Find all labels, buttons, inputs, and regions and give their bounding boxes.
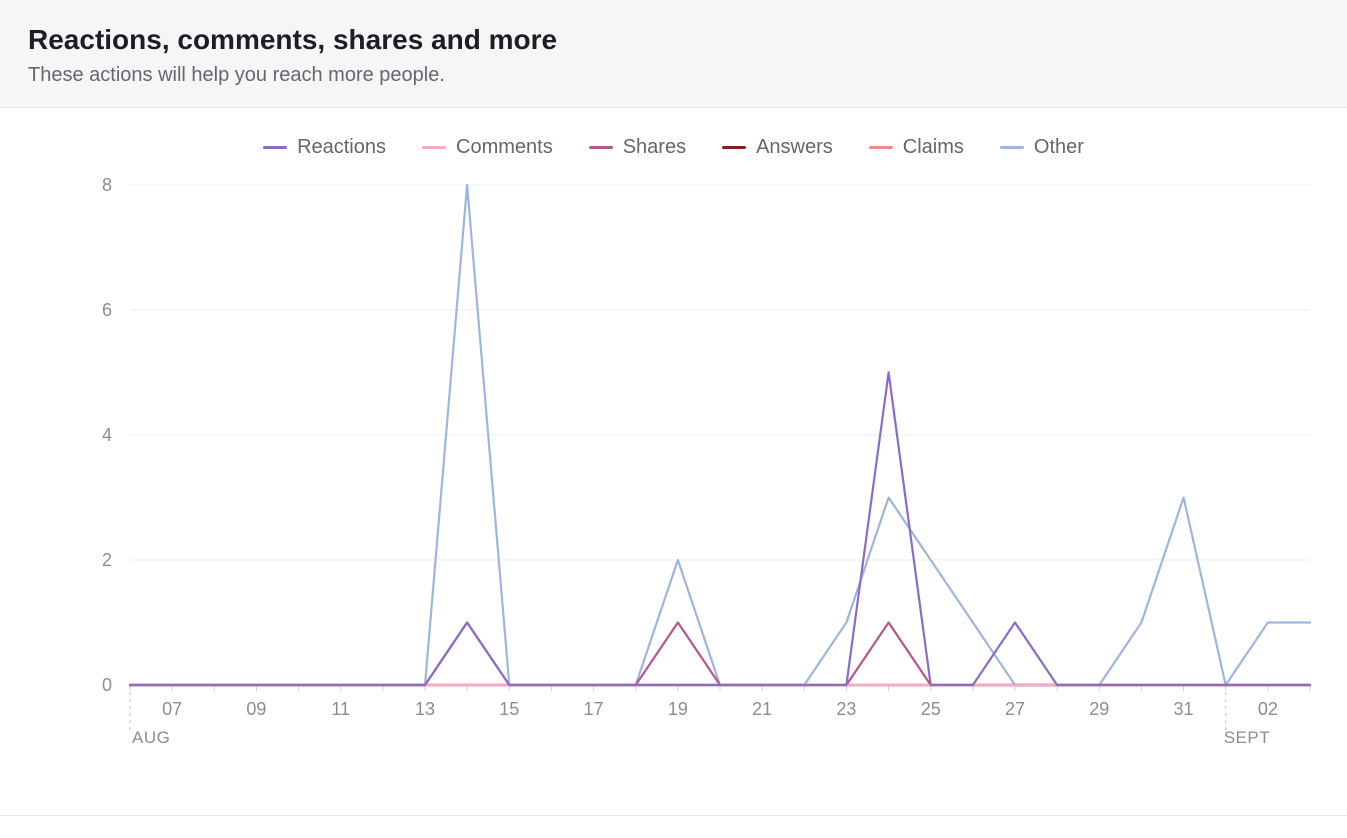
- x-tick-label: 09: [246, 699, 266, 719]
- y-tick-label: 2: [102, 550, 112, 570]
- chart-legend: Reactions Comments Shares Answers Claims Othe…: [0, 108, 1347, 175]
- legend-item-shares[interactable]: Shares: [589, 136, 686, 159]
- x-tick-label: 31: [1174, 699, 1194, 719]
- x-tick-label: 11: [331, 699, 350, 719]
- x-tick-label: 17: [584, 699, 604, 719]
- legend-label-reactions: Reactions: [297, 136, 386, 159]
- legend-swatch-other: [1000, 146, 1024, 149]
- series-reactions: [130, 373, 1310, 686]
- legend-swatch-claims: [869, 146, 893, 149]
- month-label: AUG: [132, 728, 170, 747]
- series-shares: [130, 623, 1310, 686]
- legend-item-claims[interactable]: Claims: [869, 136, 964, 159]
- x-tick-label: 02: [1258, 699, 1278, 719]
- x-tick-label: 21: [752, 699, 772, 719]
- legend-label-comments: Comments: [456, 136, 553, 159]
- legend-label-other: Other: [1034, 136, 1084, 159]
- x-tick-label: 19: [668, 699, 688, 719]
- x-tick-label: 25: [921, 699, 941, 719]
- footer-divider: [0, 815, 1347, 816]
- legend-item-comments[interactable]: Comments: [422, 136, 553, 159]
- legend-swatch-shares: [589, 146, 613, 149]
- y-tick-label: 0: [102, 675, 112, 695]
- line-chart-svg: 024680709111315171921232527293102AUGSEPT: [20, 175, 1327, 795]
- chart-area: 024680709111315171921232527293102AUGSEPT: [0, 175, 1347, 815]
- chart-title: Reactions, comments, shares and more: [28, 24, 1319, 56]
- legend-item-reactions[interactable]: Reactions: [263, 136, 386, 159]
- legend-swatch-reactions: [263, 146, 287, 149]
- legend-item-answers[interactable]: Answers: [722, 136, 833, 159]
- x-tick-label: 23: [836, 699, 856, 719]
- chart-header: Reactions, comments, shares and more The…: [0, 0, 1347, 108]
- legend-label-shares: Shares: [623, 136, 686, 159]
- x-tick-label: 13: [415, 699, 435, 719]
- y-tick-label: 4: [102, 425, 112, 445]
- y-tick-label: 8: [102, 175, 112, 195]
- legend-swatch-comments: [422, 146, 446, 149]
- legend-label-answers: Answers: [756, 136, 833, 159]
- legend-item-other[interactable]: Other: [1000, 136, 1084, 159]
- x-tick-label: 07: [162, 699, 182, 719]
- x-tick-label: 15: [499, 699, 519, 719]
- x-tick-label: 29: [1089, 699, 1109, 719]
- y-tick-label: 6: [102, 300, 112, 320]
- x-tick-label: 27: [1005, 699, 1025, 719]
- legend-swatch-answers: [722, 146, 746, 149]
- legend-label-claims: Claims: [903, 136, 964, 159]
- chart-subtitle: These actions will help you reach more p…: [28, 64, 1319, 87]
- month-label: SEPT: [1224, 728, 1270, 747]
